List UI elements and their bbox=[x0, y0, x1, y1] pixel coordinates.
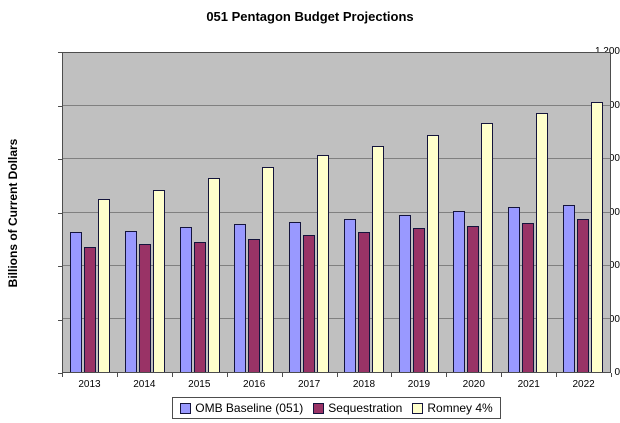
x-axis-tick bbox=[611, 373, 612, 377]
bar bbox=[398, 215, 411, 372]
y-axis-tick bbox=[58, 319, 62, 321]
omb-baseline-swatch-icon bbox=[180, 402, 192, 414]
bar-group-2016 bbox=[227, 53, 282, 372]
bar bbox=[535, 112, 548, 372]
bar bbox=[125, 231, 138, 372]
x-tick-label: 2018 bbox=[352, 379, 376, 390]
chart-title: 051 Pentagon Budget Projections bbox=[206, 9, 414, 24]
x-axis-tick bbox=[281, 373, 283, 377]
bar bbox=[481, 123, 494, 372]
bar-group-2015 bbox=[172, 53, 227, 372]
bar bbox=[521, 223, 534, 372]
y-axis-tick bbox=[58, 373, 62, 374]
bar-series-container bbox=[63, 53, 610, 372]
bar bbox=[207, 177, 220, 372]
bar-group-2020 bbox=[446, 53, 501, 372]
bar-group-2022 bbox=[555, 53, 610, 372]
x-tick-label: 2019 bbox=[407, 379, 431, 390]
y-axis-tick bbox=[58, 105, 62, 107]
x-tick-label: 2022 bbox=[572, 379, 595, 390]
x-axis-tick bbox=[391, 373, 393, 377]
bar bbox=[139, 244, 152, 372]
bar bbox=[98, 199, 111, 372]
bar bbox=[248, 239, 261, 372]
bar bbox=[562, 204, 575, 372]
x-axis-tick bbox=[171, 373, 173, 377]
x-axis-tick bbox=[556, 373, 558, 377]
y-tick-label: 200 bbox=[603, 313, 620, 325]
plot-area bbox=[62, 52, 611, 373]
bar bbox=[317, 155, 330, 372]
bar bbox=[179, 227, 192, 372]
bar bbox=[193, 241, 206, 372]
bar-group-2018 bbox=[337, 53, 392, 372]
y-axis-tick bbox=[58, 52, 62, 53]
bar bbox=[576, 219, 589, 372]
bar-group-2021 bbox=[501, 53, 556, 372]
y-axis-tick bbox=[58, 212, 62, 214]
legend-label: Sequestration bbox=[328, 401, 403, 415]
x-axis-tick bbox=[226, 373, 228, 377]
y-tick-label: 600 bbox=[603, 206, 620, 218]
x-axis-tick bbox=[62, 373, 63, 377]
legend-label: Romney 4% bbox=[427, 401, 493, 415]
y-tick-label: 800 bbox=[603, 153, 620, 164]
x-axis-tick bbox=[116, 373, 118, 377]
x-tick-label: 2021 bbox=[517, 379, 540, 390]
gridline bbox=[63, 158, 610, 160]
y-axis-tick bbox=[58, 159, 62, 160]
bar-group-2014 bbox=[118, 53, 173, 372]
x-tick-label: 2017 bbox=[297, 379, 321, 390]
legend-item-romney: Romney 4% bbox=[412, 401, 493, 415]
y-axis-title: Billions of Current Dollars bbox=[6, 138, 20, 288]
gridline bbox=[63, 211, 610, 213]
x-axis-tick bbox=[501, 373, 503, 377]
bar bbox=[70, 232, 83, 372]
romney-swatch-icon bbox=[412, 402, 424, 414]
x-tick-label: 2020 bbox=[462, 379, 485, 390]
bar bbox=[412, 228, 425, 372]
bar bbox=[590, 102, 603, 372]
x-tick-label: 2014 bbox=[133, 379, 156, 390]
bar bbox=[357, 232, 370, 372]
bar bbox=[371, 146, 384, 372]
x-axis-tick bbox=[336, 373, 338, 377]
x-axis-tick bbox=[446, 373, 448, 377]
bar-group-2013 bbox=[63, 53, 118, 372]
x-tick-label: 2015 bbox=[188, 379, 211, 390]
bar bbox=[289, 221, 302, 372]
bar bbox=[303, 235, 316, 372]
y-tick-label: 1,200 bbox=[566, 47, 620, 57]
bar bbox=[467, 225, 480, 372]
legend-wrapper: OMB Baseline (051) Sequestration Romney … bbox=[62, 397, 611, 419]
bar bbox=[426, 135, 439, 372]
sequestration-swatch-icon bbox=[313, 402, 325, 414]
bar bbox=[262, 167, 275, 372]
legend-label: OMB Baseline (051) bbox=[195, 401, 304, 415]
gridline bbox=[63, 317, 610, 319]
bar bbox=[234, 224, 247, 372]
x-tick-label: 2016 bbox=[243, 379, 266, 390]
gridline bbox=[63, 105, 610, 107]
y-axis-tick bbox=[58, 266, 62, 267]
legend-item-omb-baseline: OMB Baseline (051) bbox=[180, 401, 303, 415]
x-axis-tick-labels: 2013 2014 2015 2016 2017 2018 2019 2020 2021 2022 bbox=[62, 379, 611, 390]
y-tick-label: 0 bbox=[614, 367, 620, 378]
gridline bbox=[63, 264, 610, 266]
bar bbox=[343, 219, 356, 372]
bar-group-2017 bbox=[282, 53, 337, 372]
legend-item-sequestration: Sequestration bbox=[313, 401, 402, 415]
y-tick-label: 400 bbox=[603, 260, 620, 271]
bar bbox=[453, 211, 466, 372]
bar bbox=[84, 247, 97, 372]
bar bbox=[507, 207, 520, 372]
bar bbox=[153, 189, 166, 372]
bar-group-2019 bbox=[391, 53, 446, 372]
legend: OMB Baseline (051) Sequestration Romney … bbox=[172, 397, 501, 419]
x-tick-label: 2013 bbox=[78, 379, 101, 390]
